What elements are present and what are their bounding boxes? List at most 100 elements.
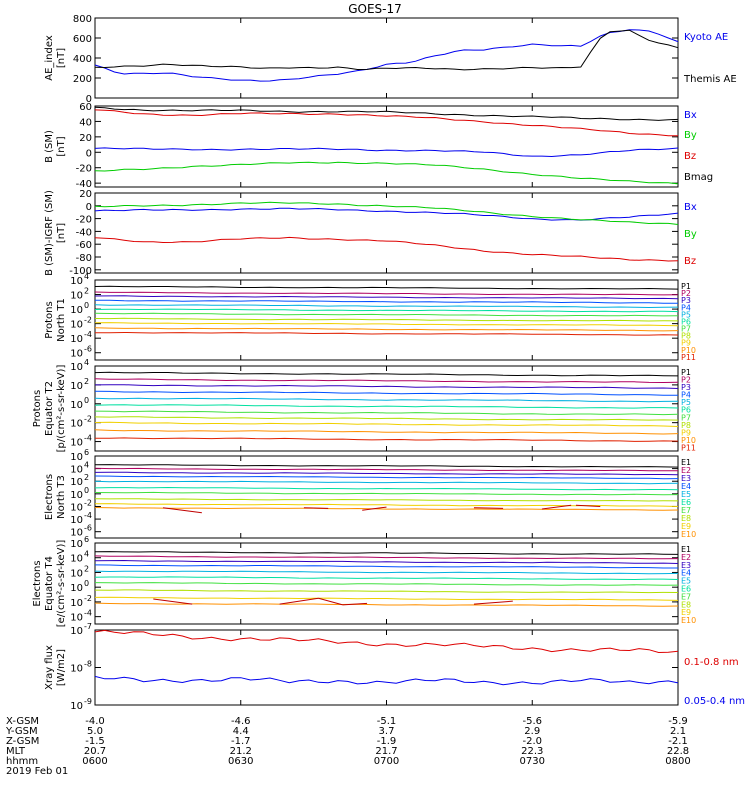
y-tick-label: 10 [70,613,83,624]
series-line [94,29,679,71]
y-tick-exponent: 6 [84,448,89,457]
y-axis-label: AE_index [44,35,55,81]
legend-label: E4 [681,482,691,491]
legend-label: 0.1-0.8 nm [684,657,739,668]
channel-line [94,390,678,396]
channel-line [94,596,679,601]
legend-label: E1 [681,458,691,467]
y-tick-exponent: 4 [84,461,89,470]
y-tick-label: -60 [76,240,92,251]
channel-line [94,327,679,332]
legend-label: E5 [681,490,691,499]
ephemeris-value: 3.7 [379,726,395,737]
channel-line [94,397,679,403]
channel-line [94,308,679,313]
ephemeris-value: -4.6 [231,716,251,727]
y-tick-exponent: 2 [84,287,89,296]
channel-line [94,507,679,511]
ephemeris-value: 5.0 [87,726,103,737]
ephemeris-value: 21.7 [375,746,397,757]
ephemeris-row-label: X-GSM [6,716,39,727]
y-tick-exponent: 0 [84,396,89,405]
legend-label: E8 [681,514,691,523]
ephemeris-value: -1.9 [377,736,397,747]
channel-line [94,299,678,304]
y-tick-exponent: -2 [84,415,92,424]
channel-line [94,416,679,421]
y-tick-label: 10 [70,515,83,526]
legend-label: P6 [681,406,691,415]
flux-segment [541,504,572,510]
legend-label: P4 [681,391,691,400]
channel-line [94,384,679,389]
y-tick-label: -100 [69,266,92,277]
channel-line [94,291,679,296]
y-tick-label: 10 [70,539,83,550]
channel-line [94,464,679,468]
channel-line [94,404,679,409]
y-tick-label: 10 [70,381,83,392]
channel-line [94,467,679,472]
legend-label: E2 [681,553,691,562]
y-tick-label: 60 [79,102,92,113]
y-tick-exponent: -4 [84,511,92,520]
y-tick-exponent: -2 [84,316,92,325]
flux-segment [162,507,202,514]
channel-line [94,559,679,564]
legend-label: E1 [681,545,691,554]
legend-label: P8 [681,332,691,341]
panel-frame [94,629,679,706]
series-line [94,207,679,221]
panel-1: 0 200 400 600 800 AE_index [nT] Kyoto AE Themis … [44,14,737,105]
legend-label: E3 [681,474,691,483]
panel-frame [94,455,679,539]
series-line [94,147,679,158]
legend-label: Bmag [684,172,713,183]
y-axis-label: B (SM) [44,130,55,163]
legend-label: P1 [681,282,691,291]
ephemeris-value: -4.0 [85,716,105,727]
legend-label: P3 [681,383,691,392]
channel-line [94,480,679,485]
legend-label: Bx [684,202,697,213]
legend-label: P11 [681,353,696,362]
y-tick-label: 10 [70,362,83,373]
y-tick-exponent: -8 [84,660,92,669]
flux-segment [575,504,601,507]
y-axis-label: [nT] [56,48,67,68]
y-axis-label: North T1 [56,298,67,342]
channel-line [94,582,679,586]
y-tick-label: 10 [70,664,83,675]
ephemeris-value: 4.4 [233,726,249,737]
y-axis-label: [nT] [56,223,67,243]
y-tick-label: 10 [70,291,83,302]
channel-line [94,555,679,560]
legend-label: P7 [681,325,691,334]
ephemeris-value: -2.0 [522,736,542,747]
ephemeris-row-label: Z-GSM [6,736,39,747]
ephemeris-row-label: Y-GSM [5,726,38,737]
legend-label: P2 [681,289,691,298]
legend-label: P10 [681,436,696,445]
y-tick-exponent: -9 [84,697,92,706]
channel-line [94,378,679,384]
series-line [94,236,679,262]
legend-label: By [684,229,697,240]
y-tick-label: 0 [86,94,92,105]
legend-label: P2 [681,376,691,385]
channel-line [94,576,679,581]
y-tick-exponent: -4 [84,434,92,443]
y-axis-label: Protons [32,390,43,427]
y-tick-exponent: 6 [84,535,89,544]
y-tick-exponent: -6 [84,345,92,354]
y-tick-label: 10 [70,276,83,287]
channel-line [95,437,679,442]
y-tick-exponent: 4 [84,272,89,281]
y-tick-label: 10 [70,568,83,579]
legend-label: P11 [681,443,696,452]
channel-line [94,295,679,300]
legend-label: 0.05-0.4 nm [684,696,745,707]
